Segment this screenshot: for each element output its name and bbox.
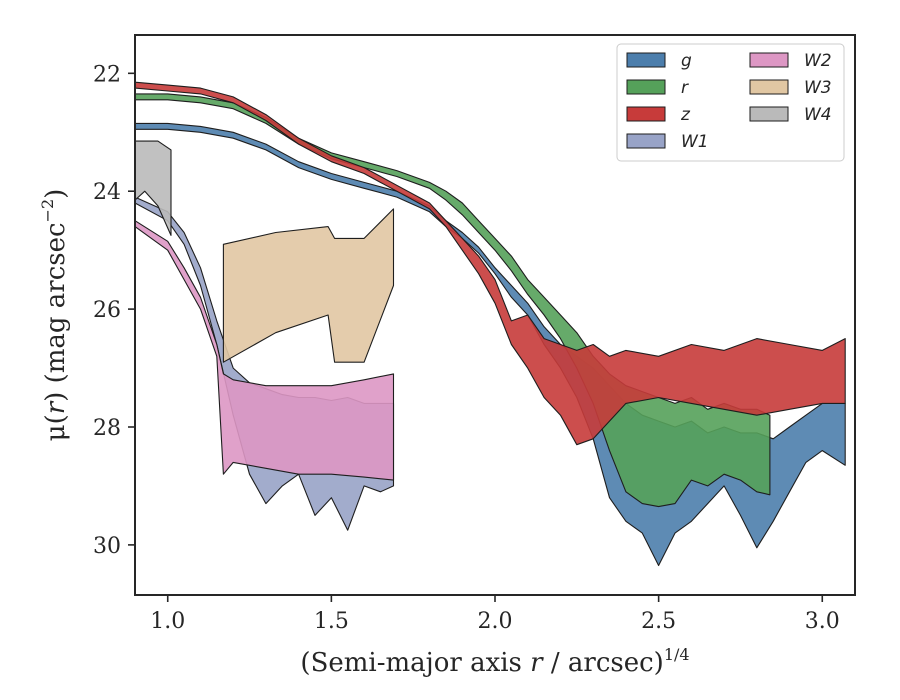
legend-label-w4: W4 xyxy=(804,105,832,125)
band-z xyxy=(134,81,846,446)
band-w2 xyxy=(134,220,395,481)
tick-layer: 1.0 1.5 2.0 2.5 3.0 22 24 26 28 30 xyxy=(93,62,840,634)
y-tick-label: 22 xyxy=(93,62,121,87)
x-tick-label: 3.0 xyxy=(805,609,840,634)
legend-swatch-w4 xyxy=(749,106,789,122)
x-tick-label: 2.5 xyxy=(641,609,676,634)
y-tick-label: 30 xyxy=(93,534,121,559)
legend-label-w1: W1 xyxy=(681,132,709,152)
y-axis-label: μ(r) (mag arcsec−2) xyxy=(38,189,71,442)
series-layer xyxy=(134,81,846,567)
legend-frame xyxy=(616,43,845,162)
legend-swatch-w3 xyxy=(749,79,789,95)
y-tick-label: 28 xyxy=(93,416,121,441)
legend-swatch-g xyxy=(626,52,666,68)
x-tick-label: 1.0 xyxy=(150,609,185,634)
legend-swatch-z xyxy=(626,106,666,122)
x-tick-label: 1.5 xyxy=(314,609,349,634)
band-w3 xyxy=(222,208,395,363)
y-tick-label: 26 xyxy=(93,298,121,323)
legend-label-w2: W2 xyxy=(804,51,832,71)
band-w4 xyxy=(134,140,172,236)
y-tick-label: 24 xyxy=(93,180,121,205)
x-tick-label: 2.0 xyxy=(478,609,513,634)
legend-label-z: z xyxy=(680,105,691,125)
legend-label-w3: W3 xyxy=(804,78,832,98)
legend-swatch-w2 xyxy=(749,52,789,68)
legend: grz W1 W2 W3 W4 xyxy=(616,43,845,162)
legend-swatch-w1 xyxy=(626,133,666,149)
legend-label-g: g xyxy=(681,51,692,71)
legend-label-r: r xyxy=(681,78,689,98)
legend-swatch-r xyxy=(626,79,666,95)
x-axis-label: (Semi-major axis r / arcsec)1/4 xyxy=(300,645,689,678)
